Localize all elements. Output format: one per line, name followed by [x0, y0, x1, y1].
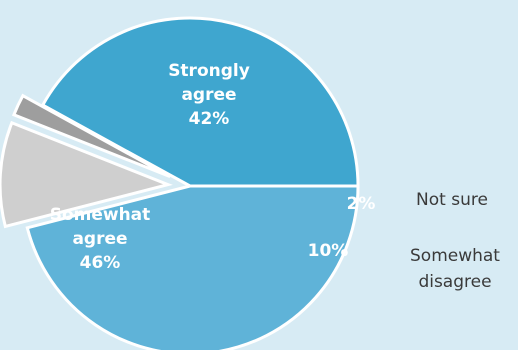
slice-label-somewhat-agree: Somewhat agree 46%	[50, 205, 151, 273]
slice-label-line: 42%	[189, 109, 230, 129]
outside-label-line: Not sure	[416, 190, 488, 210]
slice-label-line: Strongly	[168, 61, 250, 81]
pie-slice-somewhat-disagree	[0, 120, 173, 229]
pie-slices	[0, 16, 360, 350]
slice-label-line: agree	[72, 229, 127, 249]
slice-label-line: 46%	[80, 253, 121, 273]
slice-label-line: Somewhat	[50, 205, 151, 225]
pie-slice-not-sure	[11, 93, 171, 179]
slice-label-line: 2%	[347, 194, 376, 214]
slice-label-somewhat-disagree: 10%	[308, 241, 349, 261]
slice-label-line: 10%	[308, 241, 349, 261]
outside-label-not-sure: Not sure	[416, 190, 488, 210]
pie-labels: Strongly agree 42% 2% Not sure 10% Somewhat dis…	[50, 61, 501, 292]
slice-label-strongly: Strongly agree 42%	[168, 61, 250, 129]
outside-label-line: disagree	[418, 272, 491, 292]
outside-label-somewhat-disagree: Somewhat disagree	[410, 246, 500, 292]
pie-slice-strongly	[40, 16, 360, 188]
slice-label-not-sure: 2%	[347, 194, 376, 214]
outside-label-line: Somewhat	[410, 246, 500, 266]
pie-slice-somewhat-agree	[25, 184, 360, 350]
slice-label-line: agree	[181, 85, 236, 105]
